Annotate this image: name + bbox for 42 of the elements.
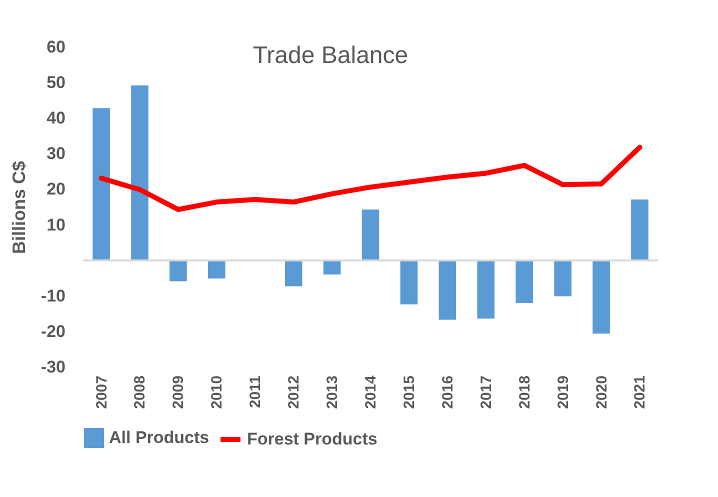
x-tick-label: 2009	[170, 376, 188, 409]
x-tick-label: 2018	[516, 376, 534, 409]
y-tick-label: 10	[46, 215, 66, 234]
x-tick-label: 2019	[554, 376, 572, 409]
x-tick-label: 2017	[478, 376, 495, 409]
bar	[323, 260, 341, 275]
x-tick-label: 2016	[439, 376, 456, 409]
bar	[131, 85, 148, 260]
y-tick-label: -30	[40, 358, 66, 376]
y-axis-title: Billions C$	[8, 160, 29, 254]
bar	[400, 260, 418, 304]
bar	[554, 260, 572, 296]
x-tick-label: 2013	[324, 376, 342, 409]
y-tick-label: -20	[40, 322, 66, 341]
bar	[477, 260, 495, 319]
x-tick-label: 2011	[247, 376, 264, 408]
x-tick-label: 2015	[400, 376, 418, 409]
x-tick-label: 2008	[132, 376, 149, 409]
x-tick-label: 2010	[208, 376, 226, 409]
legend-label: Forest Products	[247, 430, 378, 448]
bar	[170, 260, 187, 282]
x-tick-label: 2021	[632, 376, 649, 409]
x-tick-label: 2014	[362, 374, 380, 409]
y-tick-label: 40	[46, 108, 66, 128]
x-tick-label: 2012	[286, 376, 303, 409]
x-tick-label: 2007	[93, 376, 110, 409]
y-tick-label: -10	[40, 286, 66, 306]
bar	[362, 209, 380, 260]
y-tick-label: 30	[46, 144, 66, 164]
y-tick-label: 50	[46, 73, 66, 92]
x-tick-label: 2020	[593, 376, 610, 409]
y-tick-label: 60	[46, 38, 66, 56]
legend-label: All Products	[109, 428, 210, 447]
bar	[284, 260, 302, 286]
bar	[592, 260, 610, 334]
bar	[438, 260, 456, 320]
bar	[208, 260, 226, 278]
bar	[92, 108, 110, 260]
bar	[516, 260, 533, 303]
y-tick-label: 20	[46, 180, 66, 199]
chart-title: Trade Balance	[252, 42, 408, 69]
bar	[631, 200, 648, 260]
